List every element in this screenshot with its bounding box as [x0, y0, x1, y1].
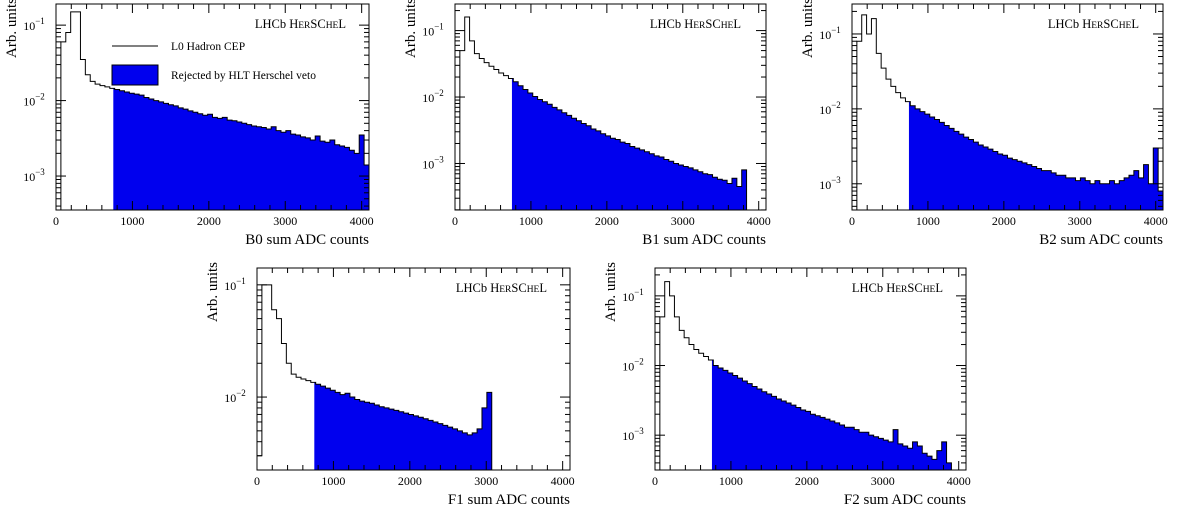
x-axis-title: B2 sum ADC counts: [1039, 232, 1163, 248]
y-tick-label: 10−1: [819, 25, 841, 42]
rejected-histogram-fill: [314, 382, 492, 470]
x-tick-label: 4000: [350, 214, 374, 228]
experiment-label: LHCb HERSCHEL: [852, 281, 943, 295]
y-axis-title: Arb. units: [403, 0, 419, 58]
y-tick-label: 10−3: [23, 167, 45, 184]
y-tick-label: 10−2: [622, 357, 644, 374]
x-tick-label: 1000: [519, 214, 543, 228]
x-tick-label: 0: [254, 474, 260, 488]
x-tick-label: 3000: [1068, 214, 1092, 228]
chart-panel-B0: 0 1000 2000 3000 4000 10−3 10−2 10−1 B0 sum ADC …: [4, 0, 374, 248]
rejected-histogram-fill: [908, 101, 1163, 210]
legend-label-cep: L0 Hadron CEP: [171, 41, 245, 53]
chart-panel-B2: 0 1000 2000 3000 4000 10−3 10−2 10−1 B2 sum ADC …: [800, 0, 1168, 248]
y-axis-title: Arb. units: [4, 0, 20, 58]
x-tick-label: 0: [849, 214, 855, 228]
legend: L0 Hadron CEP Rejected by HLT Herschel ve…: [111, 41, 316, 86]
x-tick-label: 2000: [795, 474, 819, 488]
y-tick-label: 10−3: [622, 426, 644, 443]
x-tick-label: 4000: [947, 474, 971, 488]
y-tick-label: 10−2: [422, 88, 444, 105]
y-tick-label: 10−2: [819, 100, 841, 117]
x-tick-label: 1000: [719, 474, 743, 488]
y-tick-label: 10−1: [23, 16, 45, 33]
x-tick-label: 2000: [992, 214, 1016, 228]
y-tick-label: 10−1: [224, 276, 246, 293]
x-tick-label: 2000: [197, 214, 221, 228]
x-tick-label: 0: [652, 474, 658, 488]
x-tick-label: 3000: [671, 214, 695, 228]
x-tick-label: 4000: [551, 474, 575, 488]
cep-histogram-outline: [454, 16, 748, 211]
x-tick-label: 2000: [595, 214, 619, 228]
plot-frame: [851, 3, 1164, 211]
x-tick-label: 3000: [273, 214, 297, 228]
x-tick-label: 3000: [871, 474, 895, 488]
plot-frame: [55, 3, 370, 211]
experiment-label: LHCb HERSCHEL: [1048, 17, 1139, 31]
chart-panel-B1: 0 1000 2000 3000 4000 10−3 10−2 10−1 B1 sum ADC …: [403, 0, 771, 248]
chart-panel-F2: 0 1000 2000 3000 4000 10−3 10−2 10−1 F2 sum ADC …: [603, 262, 971, 508]
x-tick-label: 0: [452, 214, 458, 228]
y-tick-label: 10−3: [422, 154, 444, 171]
experiment-label: LHCb HERSCHEL: [255, 17, 346, 31]
cep-histogram-outline: [655, 281, 952, 471]
x-tick-label: 1000: [120, 214, 144, 228]
cep-histogram-outline: [852, 14, 1164, 211]
x-tick-label: 4000: [747, 214, 771, 228]
legend-fill-swatch: [111, 64, 159, 86]
y-tick-label: 10−1: [622, 287, 644, 304]
plot-frame: [256, 267, 571, 471]
y-tick-label: 10−2: [224, 388, 246, 405]
y-tick-label: 10−2: [23, 92, 45, 109]
x-tick-label: 2000: [398, 474, 422, 488]
x-tick-label: 3000: [474, 474, 498, 488]
x-tick-label: 4000: [1144, 214, 1168, 228]
chart-panel-F1: 0 1000 2000 3000 4000 10−2 10−1 F1 sum ADC coun…: [205, 262, 575, 508]
x-tick-label: 1000: [916, 214, 940, 228]
legend-label-rejected: Rejected by HLT Herschel veto: [171, 70, 316, 82]
experiment-label: LHCb HERSCHEL: [650, 17, 741, 31]
x-axis-title: F1 sum ADC counts: [448, 492, 570, 508]
y-axis-title: Arb. units: [205, 262, 221, 322]
x-axis-title: B1 sum ADC counts: [642, 232, 766, 248]
y-axis-title: Arb. units: [603, 262, 619, 322]
rejected-histogram-fill: [511, 78, 747, 210]
x-tick-label: 0: [53, 214, 59, 228]
x-axis-title: F2 sum ADC counts: [844, 492, 966, 508]
cep-histogram-outline: [56, 11, 370, 211]
x-tick-label: 1000: [321, 474, 345, 488]
y-axis-title: Arb. units: [800, 0, 816, 58]
x-axis-title: B0 sum ADC counts: [245, 232, 369, 248]
rejected-histogram-fill: [711, 360, 952, 470]
rejected-histogram-fill: [113, 88, 369, 210]
cep-histogram-outline: [256, 284, 493, 470]
y-tick-label: 10−1: [422, 22, 444, 39]
experiment-label: LHCb HERSCHEL: [456, 281, 547, 295]
y-tick-label: 10−3: [819, 175, 841, 192]
